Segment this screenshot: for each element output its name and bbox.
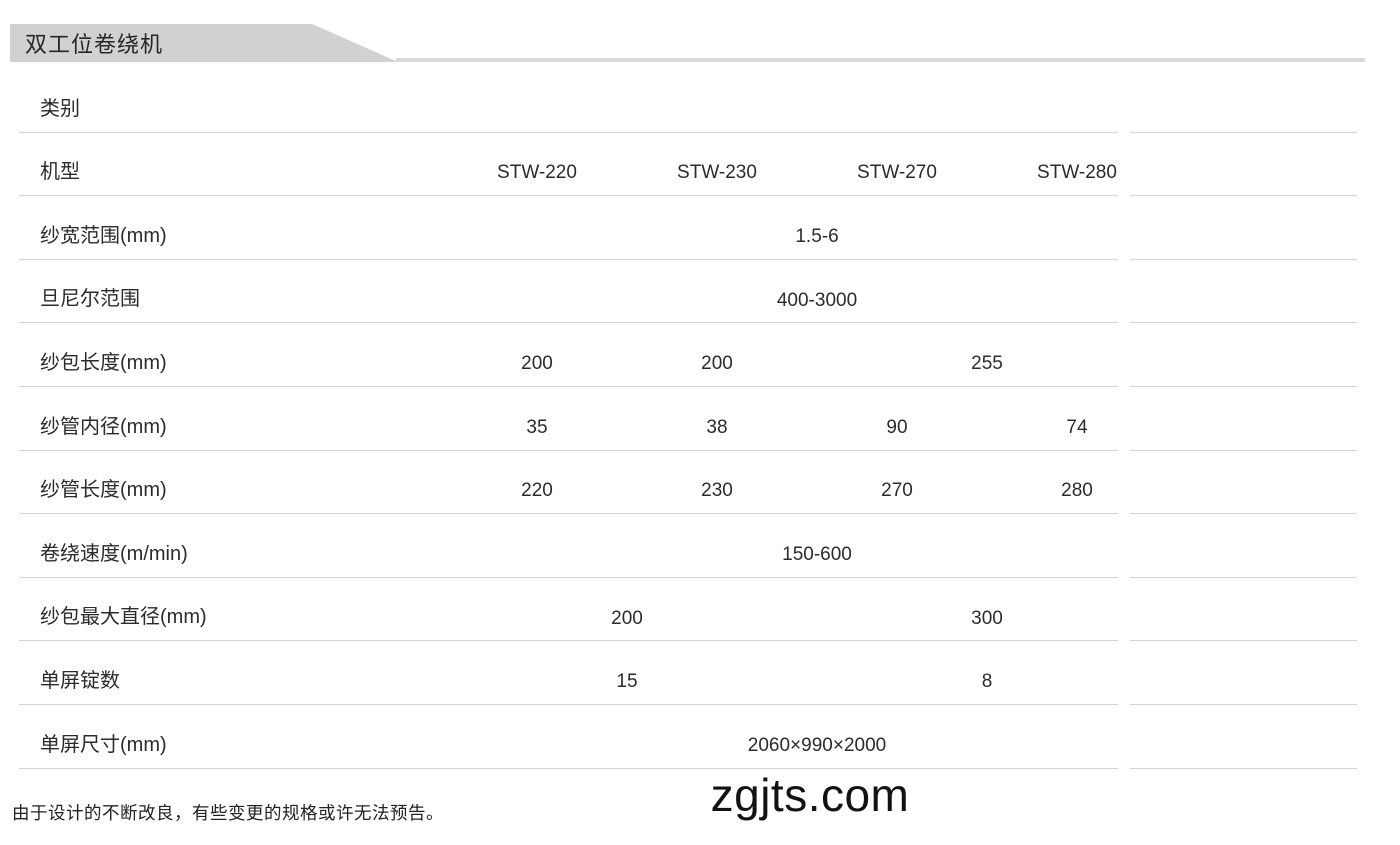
spec-row-model: 机型 STW-220 STW-230 STW-270 STW-280 — [19, 133, 1357, 197]
cell-value: 220 — [521, 480, 553, 502]
row-label: 单屏锭数 — [40, 669, 120, 692]
watermark-text: zgjts.com — [710, 769, 910, 821]
spec-row-spindles-per-screen: 单屏锭数 15 8 — [19, 641, 1357, 705]
cell-value: 255 — [971, 353, 1003, 375]
banner-title: 双工位卷绕机 — [25, 32, 164, 57]
row-label: 纱管内径(mm) — [40, 415, 167, 438]
cell-value: 38 — [706, 416, 728, 438]
row-label: 纱包最大直径(mm) — [40, 606, 207, 629]
cell-model-3: STW-270 — [857, 162, 937, 184]
section-banner: 双工位卷绕机 — [10, 24, 398, 62]
row-label: 纱宽范围(mm) — [40, 224, 167, 247]
row-label: 单屏尺寸(mm) — [40, 733, 167, 756]
cell-model-2: STW-230 — [677, 162, 757, 184]
cell-value: 74 — [1066, 416, 1088, 438]
spec-row-screen-dimensions: 单屏尺寸(mm) 2060×990×2000 — [19, 705, 1357, 769]
cell-model-4: STW-280 — [1037, 162, 1117, 184]
cell-value: 90 — [886, 416, 908, 438]
spec-row-winding-speed: 卷绕速度(m/min) 150-600 — [19, 514, 1357, 578]
spec-row-tube-length: 纱管长度(mm) 220 230 270 280 — [19, 451, 1357, 515]
cell-value: 300 — [971, 607, 1003, 629]
spec-table: 类别 机型 STW-220 STW-230 STW-270 STW-280 纱宽… — [19, 69, 1357, 769]
spec-row-category: 类别 — [19, 69, 1357, 133]
cell-value: 280 — [1061, 480, 1093, 502]
cell-value: 2060×990×2000 — [747, 734, 887, 756]
spec-row-package-length: 纱包长度(mm) 200 200 255 — [19, 323, 1357, 387]
cell-value: 270 — [881, 480, 913, 502]
spec-row-yarn-width: 纱宽范围(mm) 1.5-6 — [19, 196, 1357, 260]
cell-value: 200 — [611, 607, 643, 629]
row-label: 类别 — [40, 97, 80, 120]
cell-value: 1.5-6 — [795, 226, 839, 248]
cell-model-1: STW-220 — [497, 162, 577, 184]
cell-value: 15 — [616, 671, 638, 693]
spec-row-denier-range: 旦尼尔范围 400-3000 — [19, 260, 1357, 324]
row-label: 纱包长度(mm) — [40, 351, 167, 374]
row-label: 旦尼尔范围 — [40, 288, 140, 311]
row-label: 纱管长度(mm) — [40, 479, 167, 502]
row-label: 机型 — [40, 161, 80, 184]
cell-value: 8 — [981, 671, 993, 693]
banner-underline — [396, 58, 1365, 62]
row-label: 卷绕速度(m/min) — [40, 542, 188, 565]
cell-value: 35 — [526, 416, 548, 438]
cell-value: 400-3000 — [776, 289, 858, 311]
spec-row-tube-inner-diameter: 纱管内径(mm) 35 38 90 74 — [19, 387, 1357, 451]
cell-value: 230 — [701, 480, 733, 502]
disclaimer-note: 由于设计的不断改良，有些变更的规格或许无法预告。 — [12, 803, 444, 823]
cell-value: 150-600 — [782, 544, 852, 565]
cell-value: 200 — [701, 353, 733, 375]
cell-value: 200 — [521, 353, 553, 375]
spec-row-max-package-diameter: 纱包最大直径(mm) 200 300 — [19, 578, 1357, 642]
